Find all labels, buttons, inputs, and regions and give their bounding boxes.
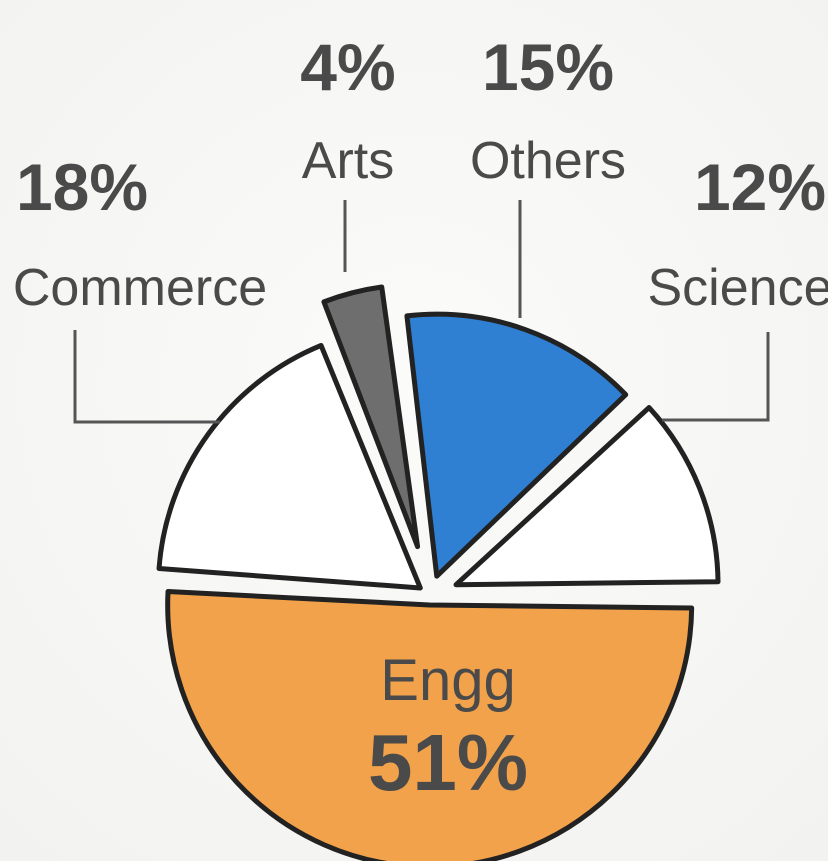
leader-line-commerce bbox=[73, 330, 220, 424]
pie-slice-engg bbox=[165, 589, 695, 861]
pie-slice-science bbox=[453, 405, 721, 588]
slice-category-label-science: Science bbox=[648, 259, 828, 317]
leader-line-science bbox=[662, 332, 770, 422]
pie-slice-others bbox=[404, 311, 629, 579]
slice-value-label-commerce: 18% bbox=[16, 150, 148, 224]
slices-layer bbox=[156, 284, 721, 861]
slice-category-label-others: Others bbox=[470, 132, 626, 190]
pie-slice-arts bbox=[321, 284, 421, 550]
slice-value-label-arts: 4% bbox=[300, 30, 395, 104]
slice-value-label-science: 12% bbox=[694, 150, 826, 224]
pie-slice-commerce bbox=[156, 342, 423, 591]
slice-value-label-others: 15% bbox=[482, 30, 614, 104]
leader-lines-layer bbox=[73, 200, 770, 424]
slice-category-label-arts: Arts bbox=[302, 132, 394, 190]
slice-category-label-commerce: Commerce bbox=[13, 259, 267, 317]
labels-layer: 51%Engg 18% Commerce 4% Arts 15% Others 12% Scie… bbox=[13, 30, 828, 807]
slice-value-label-engg: 51% bbox=[368, 718, 528, 807]
slice-category-label-engg: Engg bbox=[380, 648, 515, 713]
